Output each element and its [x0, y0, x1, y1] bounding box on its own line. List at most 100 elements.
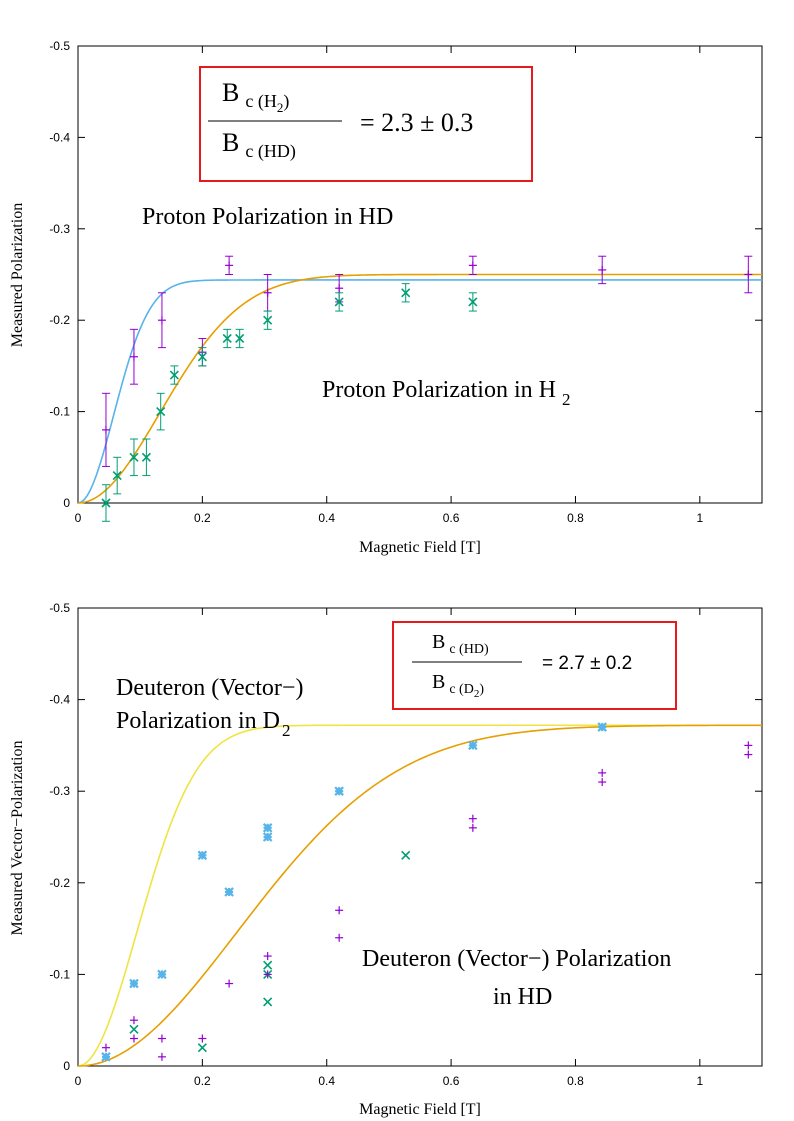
hd-fit-curve	[77, 279, 762, 504]
deuteron-in-d2-fitted--point	[262, 832, 273, 842]
proton-polarization-in-h2-point	[401, 283, 411, 303]
x-tick-label: 0.4	[318, 511, 335, 525]
marker-stroke	[235, 333, 245, 344]
deuteron-in-hd-point	[263, 952, 272, 961]
proton-polarization-in-h2-point	[235, 328, 245, 349]
d2-fit-curve	[77, 724, 762, 1067]
y-tick-label: -0.3	[49, 784, 70, 798]
deuteron-in-hd-point	[744, 741, 753, 750]
data-points	[101, 255, 753, 522]
y-axis-label: Measured Polarization	[9, 203, 26, 347]
deuteron-in-hd-point	[225, 979, 234, 988]
deuteron-in-hd-point	[101, 1043, 110, 1052]
h2-fit-curve	[77, 273, 762, 504]
x-tick-label: 0.6	[443, 511, 460, 525]
deuteron-in-hd-point	[468, 823, 477, 832]
y-tick-label: -0.5	[49, 39, 70, 53]
y-tick-label: -0.4	[49, 693, 70, 707]
deuteron-in-d2-fitted--point	[197, 850, 208, 861]
proton-polarization-in-hd-point	[744, 255, 753, 294]
deuteron-in-d2-fitted--point	[101, 1052, 111, 1062]
y-tick-label: -0.2	[49, 313, 70, 327]
marker-stroke	[263, 997, 273, 1007]
proton-polarization-in-h2-point	[334, 292, 344, 312]
axis-ticks: 0 0.2 0.4 0.6 0.8 1 0 -0.1 -0.2 -0.3 -0.4 -0.5	[49, 601, 762, 1088]
deuteron-in-hd-point	[335, 906, 344, 915]
y-tick-label: -0.1	[49, 967, 70, 981]
y-tick-label: -0.1	[49, 405, 70, 419]
deuteron-in-d2-fitted--point	[468, 740, 478, 751]
plot-frame	[77, 607, 763, 1067]
deuteron-in-hd-point	[157, 1052, 166, 1061]
x-axis-label: Magnetic Field [T]	[359, 1101, 481, 1118]
marker-stroke	[197, 1043, 207, 1053]
x-tick-label: 0	[75, 1074, 82, 1088]
x-tick-label: 0.4	[318, 1074, 335, 1088]
marker-stroke	[263, 315, 273, 325]
x-tick-label: 0.8	[567, 1074, 584, 1088]
proton-polarization-in-hd-point	[157, 292, 166, 349]
deuteron-in-d2-other--point	[197, 1043, 207, 1053]
deuteron-in-hd-point	[335, 933, 344, 942]
ratio-box-border	[199, 66, 533, 182]
deuteron-in-hd-point	[598, 768, 607, 777]
marker-stroke	[334, 297, 344, 307]
annotation-deuteron-hd-line2: in HD	[493, 984, 552, 1010]
annotation-deuteron-d2-line1: Deuteron (Vector−)	[116, 675, 303, 701]
proton-polarization-in-hd-point	[225, 255, 234, 275]
deuteron-in-d2-fitted--point	[262, 823, 273, 833]
y-tick-label: -0.5	[49, 601, 70, 615]
x-tick-label: 1	[696, 1074, 703, 1088]
marker-stroke	[129, 452, 139, 462]
deuteron-in-d2-fitted--point	[334, 786, 344, 796]
marker-stroke	[401, 850, 411, 860]
deuteron-in-hd-point	[198, 1034, 207, 1043]
deuteron-in-d2-fitted--point	[157, 969, 167, 980]
marker-stroke	[169, 370, 179, 380]
proton-polarization-in-h2-point	[129, 438, 139, 477]
proton-polarization-in-h2-point	[468, 292, 478, 312]
deuteron-in-hd-point	[263, 970, 272, 979]
x-tick-label: 1	[696, 511, 703, 525]
ratio-value: = 2.7 ± 0.2	[542, 653, 632, 674]
marker-stroke	[101, 498, 111, 508]
fit-curves	[77, 273, 762, 504]
x-tick-label: 0.2	[194, 1074, 211, 1088]
proton-polarization-in-hd-point	[129, 328, 138, 385]
y-tick-label: 0	[63, 1059, 70, 1073]
marker-stroke	[263, 960, 273, 970]
ratio-value: = 2.3 ± 0.3	[360, 108, 473, 137]
deuteron-polarization-chart: 0 0.2 0.4 0.6 0.8 1 0 -0.1 -0.2 -0.3 -0.4 -0.5 Magn…	[9, 601, 763, 1118]
proton-polarization-in-h2-point	[169, 365, 179, 385]
deuteron-in-hd-point	[157, 1034, 166, 1043]
deuteron-in-d2-other--point	[263, 997, 273, 1007]
deuteron-in-d2-fitted--point	[597, 722, 607, 732]
proton-polarization-in-h2-point	[197, 347, 207, 367]
deuteron-in-hd-point	[744, 750, 753, 759]
deuteron-in-hd-point	[129, 1034, 138, 1043]
y-tick-label: -0.4	[49, 130, 70, 144]
x-axis-label: Magnetic Field [T]	[359, 539, 481, 556]
annotation-proton-hd: Proton Polarization in HD	[142, 204, 393, 230]
proton-polarization-in-hd-point	[598, 255, 607, 285]
marker-stroke	[129, 1024, 139, 1034]
x-tick-label: 0.2	[194, 511, 211, 525]
deuteron-in-d2-fitted--point	[129, 978, 139, 989]
proton-polarization-in-h2-point	[101, 484, 111, 522]
fit-curves	[77, 724, 762, 1067]
deuteron-in-d2-other--point	[263, 960, 273, 970]
deuteron-in-d2-other--point	[129, 1024, 139, 1034]
y-tick-label: 0	[63, 496, 70, 510]
marker-stroke	[468, 297, 478, 307]
proton-polarization-in-h2-point	[156, 392, 166, 431]
deuteron-in-hd-point	[598, 778, 607, 787]
proton-polarization-in-h2-point	[222, 328, 232, 349]
x-tick-label: 0.6	[443, 1074, 460, 1088]
